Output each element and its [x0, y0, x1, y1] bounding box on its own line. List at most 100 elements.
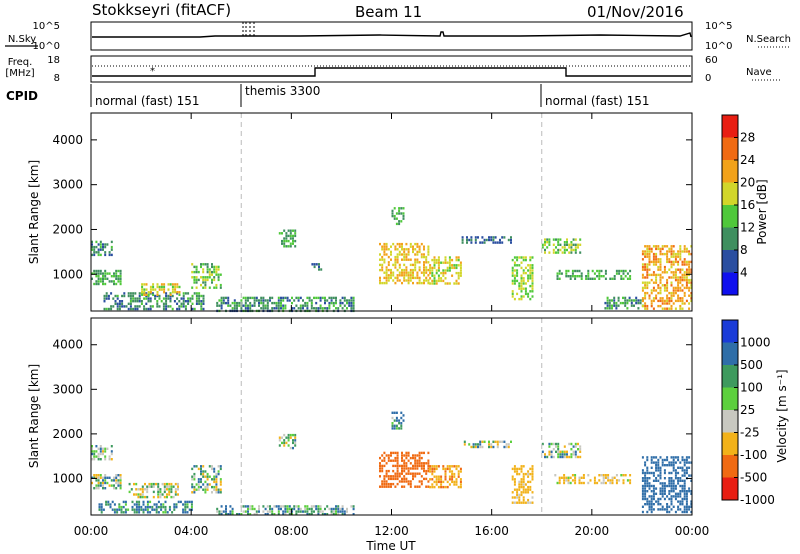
data-cell [529, 472, 532, 476]
data-cell [607, 474, 610, 477]
data-cell [251, 505, 254, 508]
data-cell [191, 302, 194, 305]
data-cell [238, 304, 241, 307]
data-cell [690, 479, 693, 482]
data-cell [249, 301, 252, 305]
data-cell [563, 251, 566, 254]
data-cell [115, 275, 118, 278]
data-cell [145, 292, 148, 295]
data-cell [655, 466, 658, 469]
data-cell [135, 511, 138, 514]
data-cell [555, 450, 557, 453]
data-cell [440, 480, 443, 484]
data-cell [282, 505, 285, 508]
data-cell [206, 488, 209, 491]
data-cell [444, 478, 447, 481]
data-cell [527, 470, 530, 473]
data-cell [522, 483, 525, 486]
data-cell [629, 277, 632, 280]
data-cell [531, 501, 534, 504]
data-cell [688, 505, 691, 508]
data-cell [198, 300, 201, 303]
data-cell [646, 490, 649, 493]
data-cell [668, 291, 671, 295]
data-cell [93, 248, 96, 251]
data-cell [520, 478, 523, 481]
data-cell [190, 505, 193, 509]
data-cell [683, 247, 686, 251]
data-cell [350, 307, 353, 310]
data-cell [563, 243, 566, 246]
data-cell [409, 467, 412, 470]
data-cell [448, 269, 451, 272]
data-cell [652, 471, 655, 475]
data-cell [641, 505, 644, 508]
data-cell [412, 248, 414, 251]
data-cell [618, 269, 621, 273]
data-cell [258, 505, 260, 508]
data-cell [648, 482, 651, 485]
data-cell [488, 440, 490, 443]
data-cell [182, 297, 185, 300]
data-cell [138, 505, 141, 509]
data-cell [138, 294, 141, 298]
data-cell [598, 269, 601, 273]
data-cell [644, 497, 647, 501]
data-cell [683, 482, 686, 485]
data-cell [437, 256, 440, 259]
data-cell [418, 279, 421, 282]
data-cell [418, 485, 421, 488]
data-cell [394, 255, 397, 259]
data-cell [105, 500, 108, 504]
data-cell [548, 445, 551, 448]
data-cell [195, 286, 198, 289]
data-cell [468, 238, 471, 242]
data-cell [202, 276, 205, 279]
data-cell [644, 307, 647, 310]
data-cell [108, 455, 111, 458]
data-cell [385, 480, 388, 483]
data-cell [563, 241, 566, 244]
data-cell [146, 511, 149, 514]
data-cell [381, 464, 384, 468]
data-cell [688, 281, 691, 284]
data-cell [211, 265, 213, 269]
data-cell [164, 505, 167, 509]
data-cell [641, 490, 644, 493]
data-cell [496, 443, 499, 446]
data-cell [152, 490, 155, 494]
data-cell [328, 296, 331, 300]
data-cell [280, 304, 282, 307]
data-cell [677, 456, 680, 459]
data-cell [414, 268, 417, 272]
data-cell [91, 452, 93, 456]
data-cell [348, 301, 351, 305]
data-cell [398, 263, 401, 267]
data-cell [659, 291, 662, 295]
data-cell [641, 471, 644, 475]
data-cell [650, 508, 653, 511]
data-cell [492, 440, 495, 443]
data-cell [249, 296, 252, 300]
data-cell [186, 511, 189, 514]
data-cell [108, 476, 111, 479]
data-cell [444, 467, 447, 471]
data-cell [677, 289, 680, 292]
data-cell [668, 492, 671, 495]
data-cell [149, 307, 152, 311]
data-cell [563, 481, 566, 485]
data-cell [182, 300, 185, 303]
data-cell [220, 296, 223, 300]
data-cell [395, 424, 398, 427]
data-cell [418, 451, 421, 455]
data-cell [277, 304, 280, 307]
data-cell [176, 292, 179, 295]
data-cell [403, 258, 406, 261]
data-cell [652, 497, 655, 501]
data-cell [280, 299, 282, 302]
data-cell [685, 497, 688, 501]
data-cell [655, 289, 658, 292]
data-cell [455, 480, 458, 484]
data-cell [393, 427, 396, 430]
data-cell [396, 467, 399, 470]
